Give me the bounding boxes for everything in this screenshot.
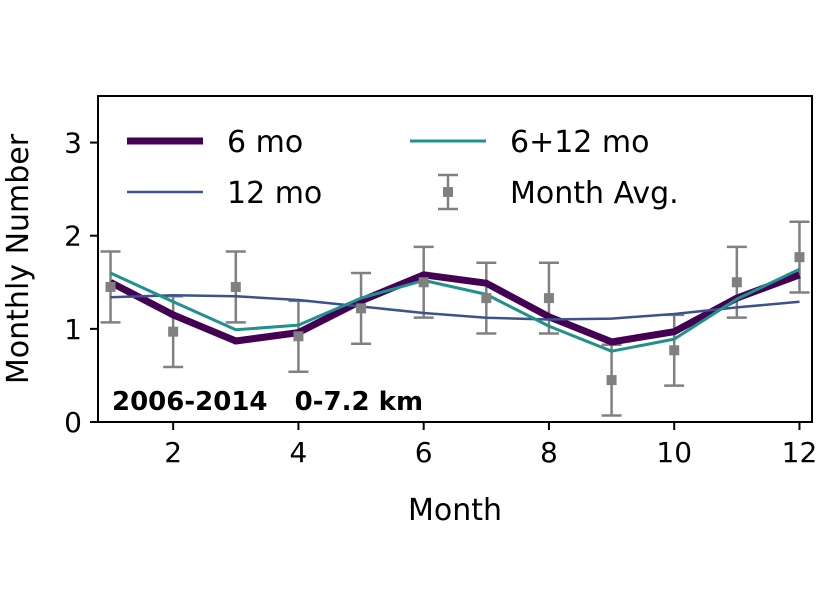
legend-item: Month Avg. bbox=[438, 173, 679, 211]
series-line-6-mo bbox=[108, 271, 801, 346]
month-avg-point bbox=[418, 277, 429, 288]
month-avg-markers bbox=[105, 252, 805, 386]
legend-label: 12 mo bbox=[227, 176, 322, 211]
y-tick-label: 3 bbox=[64, 127, 82, 160]
month-avg-point bbox=[356, 303, 367, 314]
month-avg-point bbox=[669, 345, 680, 356]
y-tick-label: 2 bbox=[64, 220, 82, 253]
month-avg-point bbox=[731, 277, 742, 288]
series-line-6-plus-12-mo bbox=[109, 267, 801, 353]
month-avg-point bbox=[230, 281, 241, 292]
legend-label: 6+12 mo bbox=[510, 125, 650, 160]
legend-item: 12 mo bbox=[127, 176, 322, 211]
x-tick-label: 12 bbox=[782, 436, 818, 469]
plot-frame bbox=[97, 95, 813, 423]
month-avg-point bbox=[794, 252, 805, 263]
y-tick-label: 0 bbox=[64, 406, 82, 439]
legend-item: 6+12 mo bbox=[410, 125, 650, 160]
month-avg-point bbox=[168, 326, 179, 337]
legend-label: 6 mo bbox=[227, 125, 303, 160]
legend-swatch-marker bbox=[443, 187, 453, 197]
y-axis-title: Monthly Number bbox=[1, 133, 36, 384]
x-tick-label: 10 bbox=[656, 436, 692, 469]
month-avg-point bbox=[105, 281, 116, 292]
x-tick-label: 4 bbox=[290, 436, 308, 469]
month-avg-point bbox=[606, 375, 617, 386]
x-tick-label: 2 bbox=[164, 436, 182, 469]
x-tick-label: 8 bbox=[540, 436, 558, 469]
x-tick-label: 6 bbox=[415, 436, 433, 469]
month-avg-point bbox=[481, 293, 492, 304]
y-tick-label: 1 bbox=[64, 313, 82, 346]
legend-label: Month Avg. bbox=[510, 176, 679, 211]
month-avg-point bbox=[543, 293, 554, 304]
legend: 6 mo 6+12 mo 12 mo Month Avg. bbox=[127, 125, 679, 211]
legend-item: 6 mo bbox=[127, 125, 303, 160]
x-axis-title: Month bbox=[408, 493, 502, 528]
series-layer bbox=[100, 220, 810, 417]
month-avg-point bbox=[293, 331, 304, 342]
series-line-12-mo bbox=[110, 294, 800, 321]
period-altitude-annotation: 2006-2014 0-7.2 km bbox=[112, 387, 423, 417]
